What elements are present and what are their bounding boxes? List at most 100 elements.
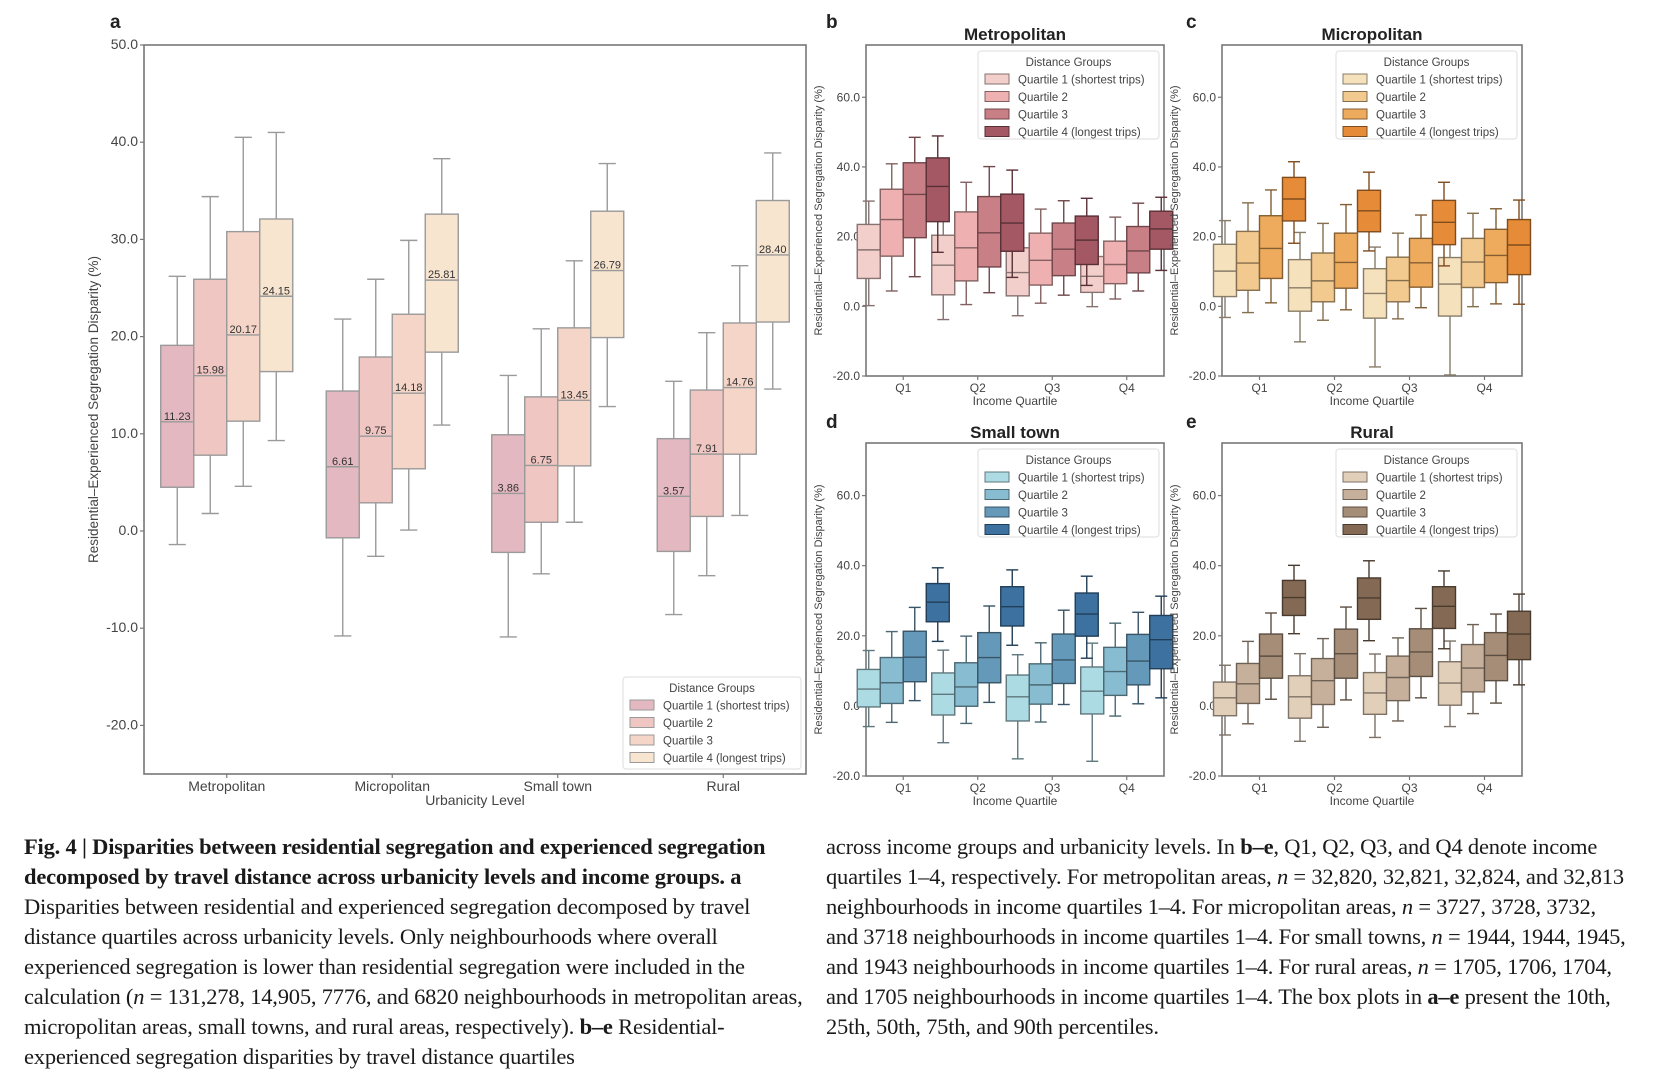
box-b-q2-q2 [954, 181, 979, 306]
legend-label: Quartile 1 (shortest trips) [1376, 75, 1503, 87]
panel-e: e Rural -20.0 0.0 20.0 40.0 60.0 Residential–Ex… [1169, 412, 1532, 808]
x-axis-label: Income Quartile [1330, 394, 1415, 408]
y-axis-label: Residential–Experienced Segregation Disp… [1169, 484, 1181, 734]
box-c-q1-q4 [1281, 161, 1307, 244]
box-d-q4-q3 [1126, 611, 1151, 705]
box-a-micropolitan-q2: 9.75 [358, 278, 393, 557]
panel-d: d Small town -20.0 0.0 20.0 40.0 60.0 Residenti… [813, 412, 1174, 808]
legend-item: Quartile 2 [1342, 489, 1426, 502]
y-tick-label: 60.0 [837, 90, 861, 104]
caption-label-be: b–e [579, 1014, 613, 1039]
box-iqr [1149, 210, 1174, 250]
legend-item: Quartile 3 [1342, 506, 1426, 520]
x-tick-label: Q1 [895, 781, 911, 795]
y-tick-label: 40.0 [837, 559, 861, 573]
box-d-q1-q1 [856, 649, 881, 728]
box-c-q2-q1 [1287, 231, 1313, 343]
box-iqr [1212, 681, 1238, 717]
caption-r-p2: , Q1, Q2, Q3, and Q4 denote income quart… [826, 834, 1598, 889]
box-b-q1-q3 [902, 136, 927, 278]
legend-item: Quartile 3 [984, 506, 1068, 520]
median-label: 9.75 [365, 425, 386, 437]
legend: Distance Groups Quartile 1 (shortest trip… [977, 50, 1160, 140]
x-axis-label: Urbanicity Level [425, 792, 525, 808]
legend-swatch [984, 73, 1010, 85]
box-c-q3-q1 [1362, 246, 1388, 368]
legend-title: Distance Groups [1026, 57, 1112, 69]
median-label: 6.61 [332, 456, 353, 468]
box-iqr [954, 662, 979, 707]
box-d-q2-q4 [1000, 569, 1025, 646]
y-axis-label: Residential–Experienced Segregation Disp… [813, 85, 825, 335]
plot-frame [865, 442, 1165, 777]
caption-a-text: Disparities between residential and expe… [24, 894, 751, 1009]
panel-title: Small town [970, 423, 1060, 442]
box-iqr [1149, 614, 1174, 670]
legend-swatch [984, 126, 1010, 137]
legend-label: Quartile 4 (longest trips) [1376, 525, 1499, 537]
box-iqr [391, 313, 426, 470]
box-d-q2-q1 [931, 649, 956, 744]
y-tick-label: 40.0 [111, 133, 138, 149]
legend-swatch [984, 489, 1010, 500]
box-a-rural-q1: 3.57 [656, 380, 691, 616]
panel-title: Metropolitan [964, 25, 1066, 44]
box-e-q4-q2 [1460, 623, 1486, 715]
caption-be-text: Residential-experienced segregation disp… [24, 1014, 725, 1069]
panel-c: c Micropolitan -20.0 0.0 20.0 40.0 60.0 Residen… [1169, 12, 1532, 408]
box-a-micropolitan-q4: 25.81 [424, 158, 459, 426]
legend-label: Quartile 1 (shortest trips) [663, 701, 790, 713]
caption-left: Fig. 4 | Disparities between residential… [24, 832, 804, 1072]
panel-label: b [826, 12, 838, 33]
plot-frame [1221, 442, 1523, 777]
box-iqr [1080, 666, 1105, 715]
legend-swatch [629, 717, 655, 728]
box-iqr [259, 218, 294, 373]
legend-swatch [984, 91, 1010, 102]
x-axis-label: Income Quartile [973, 394, 1058, 408]
box-a-rural-q4: 28.40 [755, 152, 790, 390]
box-iqr [557, 327, 592, 467]
box-iqr [977, 195, 1002, 268]
box-iqr [1028, 232, 1053, 286]
caption-r-p5: = 1944, 1944, 1945, and 1943 neighbourho… [826, 924, 1626, 979]
legend-label: Quartile 4 (longest trips) [1376, 127, 1499, 139]
box-c-q2-q3 [1333, 203, 1359, 311]
legend-item: Quartile 4 (longest trips) [1342, 126, 1499, 139]
box-iqr [954, 211, 979, 282]
median-label: 11.23 [164, 411, 191, 423]
y-tick-label: 60.0 [1193, 90, 1217, 104]
box-d-q4-q2 [1103, 622, 1128, 717]
legend-item: Quartile 3 [984, 108, 1068, 122]
panel-a: a -20.0 -10.0 0.0 10.0 20.0 30.0 40.0 50.0 Reside… [86, 12, 807, 808]
median-label: 3.86 [498, 482, 519, 494]
legend-title: Distance Groups [669, 683, 755, 695]
legend-label: Quartile 3 [1018, 508, 1068, 520]
y-tick-label: -20.0 [833, 369, 861, 383]
y-tick-label: -20.0 [1189, 369, 1217, 383]
box-iqr [1005, 674, 1030, 722]
box-iqr [656, 437, 691, 553]
box-c-q3-q4 [1431, 181, 1457, 267]
panel-label: c [1186, 12, 1197, 33]
box-d-q4-q1 [1080, 642, 1105, 762]
box-iqr [856, 668, 881, 708]
box-iqr [1258, 215, 1284, 280]
legend-label: Quartile 3 [1376, 508, 1426, 520]
caption-r-p6: = 1705, 1706, 1704, and 1705 neighbourho… [826, 954, 1612, 1009]
box-e-q1-q3 [1258, 612, 1284, 700]
box-c-q2-q4 [1356, 171, 1382, 252]
legend-title: Distance Groups [1026, 455, 1112, 467]
box-b-q4-q4 [1149, 196, 1174, 272]
median-label: 14.18 [395, 382, 423, 394]
legend-swatch [1342, 126, 1368, 137]
legend-frame [622, 676, 802, 770]
box-c-q2-q2 [1310, 222, 1336, 321]
box-a-small-town-q3: 13.45 [557, 260, 592, 523]
caption-title: Fig. 4 | Disparities between residential… [24, 834, 766, 889]
y-tick-label: -20.0 [106, 716, 138, 732]
y-tick-label: 60.0 [837, 489, 861, 503]
y-tick-label: 0.0 [843, 699, 860, 713]
legend-swatch [1342, 108, 1368, 120]
box-iqr [1408, 628, 1434, 678]
